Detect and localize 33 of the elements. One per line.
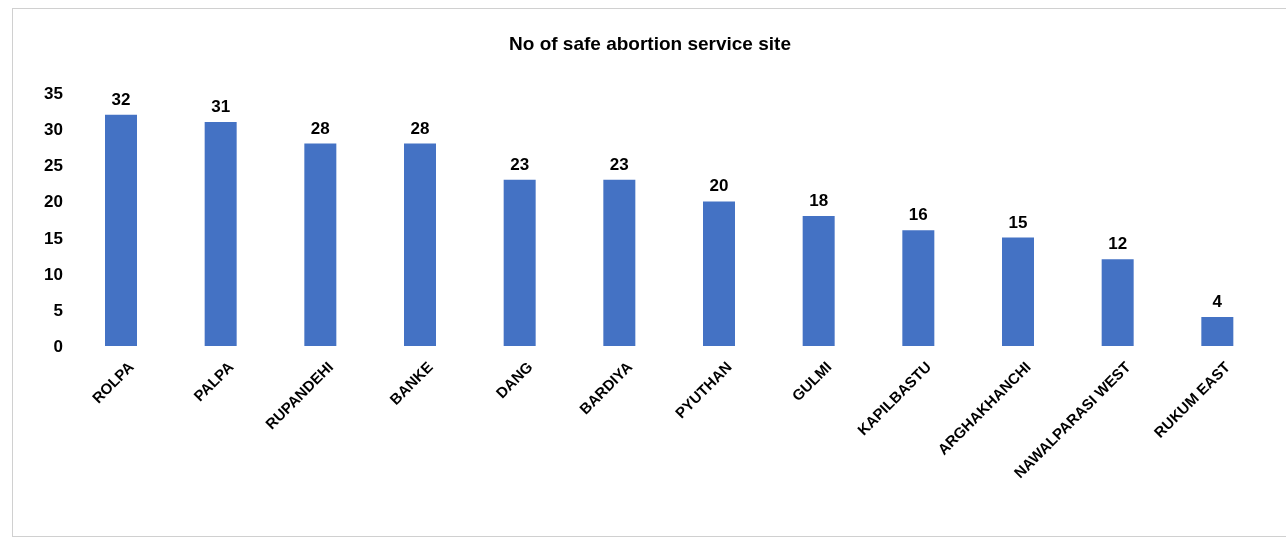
y-tick-label: 20 bbox=[44, 192, 63, 212]
y-tick-label: 25 bbox=[44, 156, 63, 176]
data-label: 32 bbox=[111, 89, 131, 109]
bar bbox=[503, 179, 536, 346]
bar bbox=[404, 143, 436, 346]
data-label: 15 bbox=[1008, 212, 1028, 232]
bar bbox=[304, 143, 337, 346]
bar bbox=[105, 114, 137, 346]
data-label: 23 bbox=[609, 154, 629, 174]
data-label: 23 bbox=[510, 154, 530, 174]
data-label: 4 bbox=[1212, 292, 1223, 312]
bar bbox=[703, 201, 735, 346]
y-tick-label: 30 bbox=[44, 120, 63, 140]
data-label: 12 bbox=[1108, 234, 1128, 254]
y-tick-label: 10 bbox=[44, 264, 63, 284]
bar bbox=[802, 215, 835, 346]
y-tick-label: 5 bbox=[53, 300, 63, 320]
data-label: 31 bbox=[211, 96, 231, 116]
chart-title: No of safe abortion service site bbox=[508, 33, 792, 55]
y-tick-label: 35 bbox=[44, 84, 63, 104]
data-label: 18 bbox=[809, 190, 829, 210]
bar bbox=[1002, 237, 1034, 346]
bar bbox=[204, 121, 237, 346]
data-label: 28 bbox=[310, 118, 330, 138]
bar bbox=[902, 230, 935, 346]
bar bbox=[1201, 317, 1234, 346]
y-tick-label: 15 bbox=[44, 228, 63, 248]
data-label: 28 bbox=[410, 118, 430, 138]
bar bbox=[603, 179, 636, 346]
bar bbox=[1101, 259, 1134, 346]
data-label: 20 bbox=[709, 176, 729, 196]
data-label: 16 bbox=[908, 205, 928, 225]
y-tick-label: 0 bbox=[53, 337, 63, 357]
